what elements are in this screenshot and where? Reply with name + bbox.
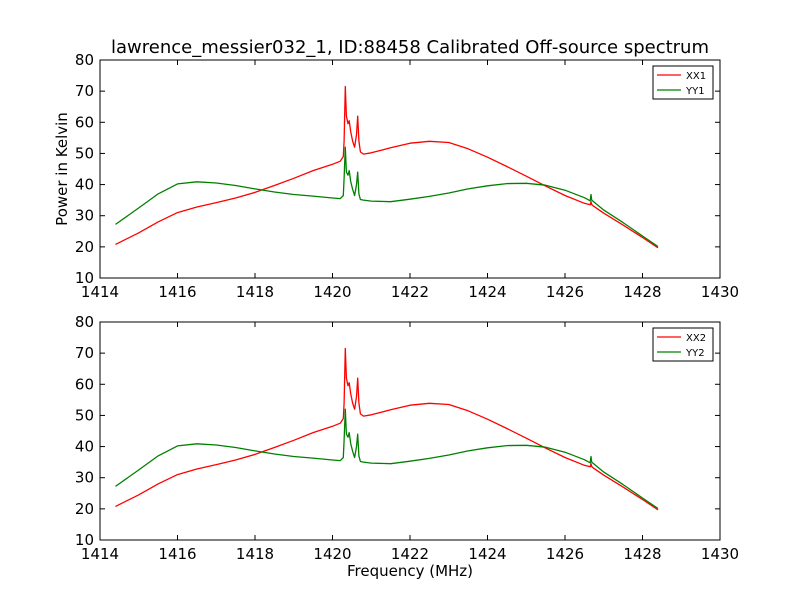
upper-legend-label-yy1: YY1 [685, 86, 705, 97]
lower-x-tick-label: 1420 [313, 545, 351, 563]
lower-y-tick-label: 50 [75, 406, 94, 424]
upper-series-yy1-line [115, 146, 659, 248]
upper-y-tick-label: 30 [75, 207, 94, 225]
lower-x-tick-label: 1418 [236, 545, 274, 563]
lower-y-tick-label: 40 [75, 438, 94, 456]
upper-legend [652, 65, 714, 100]
upper-y-tick-label: 60 [75, 113, 94, 131]
upper-y-tick-label: 40 [75, 176, 94, 194]
upper-chart: 1414 1416 1418 1420 1422 1424 1426 1428 1430 10 20… [53, 51, 739, 301]
upper-x-tick-label: 1424 [468, 283, 506, 301]
upper-y-tick-label: 70 [75, 82, 94, 100]
upper-y-tick-label: 20 [75, 238, 94, 256]
lower-x-tick-label: 1430 [701, 545, 739, 563]
upper-x-tick-label: 1416 [158, 283, 196, 301]
lower-x-tick-label: 1422 [391, 545, 429, 563]
upper-x-tick-label: 1430 [701, 283, 739, 301]
lower-x-tick-label: 1428 [623, 545, 661, 563]
lower-legend-label-xx2: XX2 [686, 333, 706, 344]
lower-legend-label-yy2: YY2 [685, 348, 705, 359]
lower-y-tick-label: 10 [75, 531, 94, 549]
lower-y-tick-label: 30 [75, 469, 94, 487]
lower-y-tick-label: 80 [75, 313, 94, 331]
lower-y-tick-label: 60 [75, 375, 94, 393]
upper-y-tick-label: 50 [75, 144, 94, 162]
lower-y-tick-label: 70 [75, 344, 94, 362]
lower-x-tick-label: 1416 [158, 545, 196, 563]
lower-chart: 1414 1416 1418 1420 1422 1424 1426 1428 1430 10 20… [75, 313, 739, 580]
upper-x-tick-label: 1422 [391, 283, 429, 301]
lower-series-yy2-line [115, 408, 659, 510]
upper-x-tick-label: 1418 [236, 283, 274, 301]
lower-y-tick-label: 20 [75, 500, 94, 518]
upper-y-tick-label: 80 [75, 51, 94, 69]
upper-x-tick-label: 1426 [546, 283, 584, 301]
lower-legend [652, 327, 714, 362]
upper-x-tick-label: 1414 [81, 283, 119, 301]
lower-x-tick-label: 1414 [81, 545, 119, 563]
figure-title: lawrence_messier032_1, ID:88458 Calibrat… [111, 37, 709, 58]
lower-x-tick-label: 1426 [546, 545, 584, 563]
upper-series-xx1-line [115, 85, 659, 249]
lower-x-axis-label: Frequency (MHz) [347, 562, 473, 580]
upper-y-tick-label: 10 [75, 269, 94, 287]
lower-x-tick-label: 1424 [468, 545, 506, 563]
upper-y-axis-label: Power in Kelvin [53, 112, 71, 226]
upper-x-tick-label: 1428 [623, 283, 661, 301]
upper-legend-label-xx1: XX1 [686, 71, 706, 82]
lower-series-xx2-line [115, 347, 659, 511]
upper-x-tick-label: 1420 [313, 283, 351, 301]
